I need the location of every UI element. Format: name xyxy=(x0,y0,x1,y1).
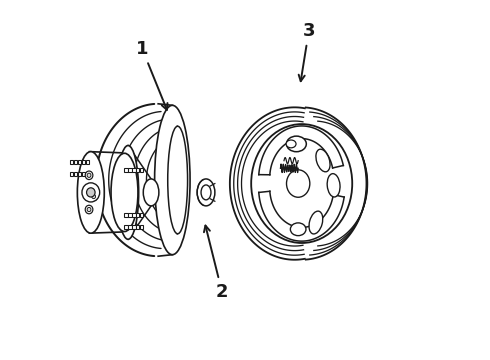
Ellipse shape xyxy=(309,211,323,234)
Ellipse shape xyxy=(201,185,211,200)
Ellipse shape xyxy=(286,140,296,148)
Bar xyxy=(132,212,136,217)
Ellipse shape xyxy=(316,149,330,172)
Bar xyxy=(124,168,128,172)
Ellipse shape xyxy=(87,173,91,177)
Bar xyxy=(74,159,77,164)
Ellipse shape xyxy=(155,105,190,255)
Text: 1: 1 xyxy=(136,40,168,110)
Ellipse shape xyxy=(87,207,91,212)
Bar xyxy=(124,225,128,229)
Bar xyxy=(74,172,77,176)
Ellipse shape xyxy=(85,205,93,214)
Bar xyxy=(132,225,136,229)
Ellipse shape xyxy=(251,124,352,243)
Bar xyxy=(128,225,132,229)
Ellipse shape xyxy=(82,183,99,202)
Ellipse shape xyxy=(197,179,215,206)
Bar xyxy=(136,225,140,229)
Bar xyxy=(82,159,85,164)
Bar xyxy=(136,212,140,217)
Ellipse shape xyxy=(168,126,188,234)
Ellipse shape xyxy=(87,188,95,197)
Bar xyxy=(70,172,74,176)
Bar xyxy=(70,159,74,164)
Bar xyxy=(136,168,140,172)
Ellipse shape xyxy=(111,153,138,231)
Bar xyxy=(82,172,85,176)
Text: 2: 2 xyxy=(204,226,228,301)
Bar xyxy=(78,159,81,164)
Ellipse shape xyxy=(291,223,306,236)
Bar xyxy=(128,168,132,172)
Ellipse shape xyxy=(287,170,310,197)
Bar xyxy=(140,225,144,229)
Ellipse shape xyxy=(90,192,98,201)
Bar xyxy=(140,168,144,172)
Text: 3: 3 xyxy=(299,22,315,81)
Ellipse shape xyxy=(327,174,340,197)
Bar xyxy=(86,172,89,176)
Ellipse shape xyxy=(85,171,93,180)
Ellipse shape xyxy=(143,179,159,206)
Ellipse shape xyxy=(92,194,96,199)
Bar xyxy=(86,159,89,164)
Bar xyxy=(124,212,128,217)
Ellipse shape xyxy=(77,152,104,233)
Ellipse shape xyxy=(118,145,139,239)
Ellipse shape xyxy=(287,136,306,152)
Bar xyxy=(132,168,136,172)
Bar xyxy=(128,212,132,217)
Bar xyxy=(140,212,144,217)
Bar xyxy=(78,172,81,176)
